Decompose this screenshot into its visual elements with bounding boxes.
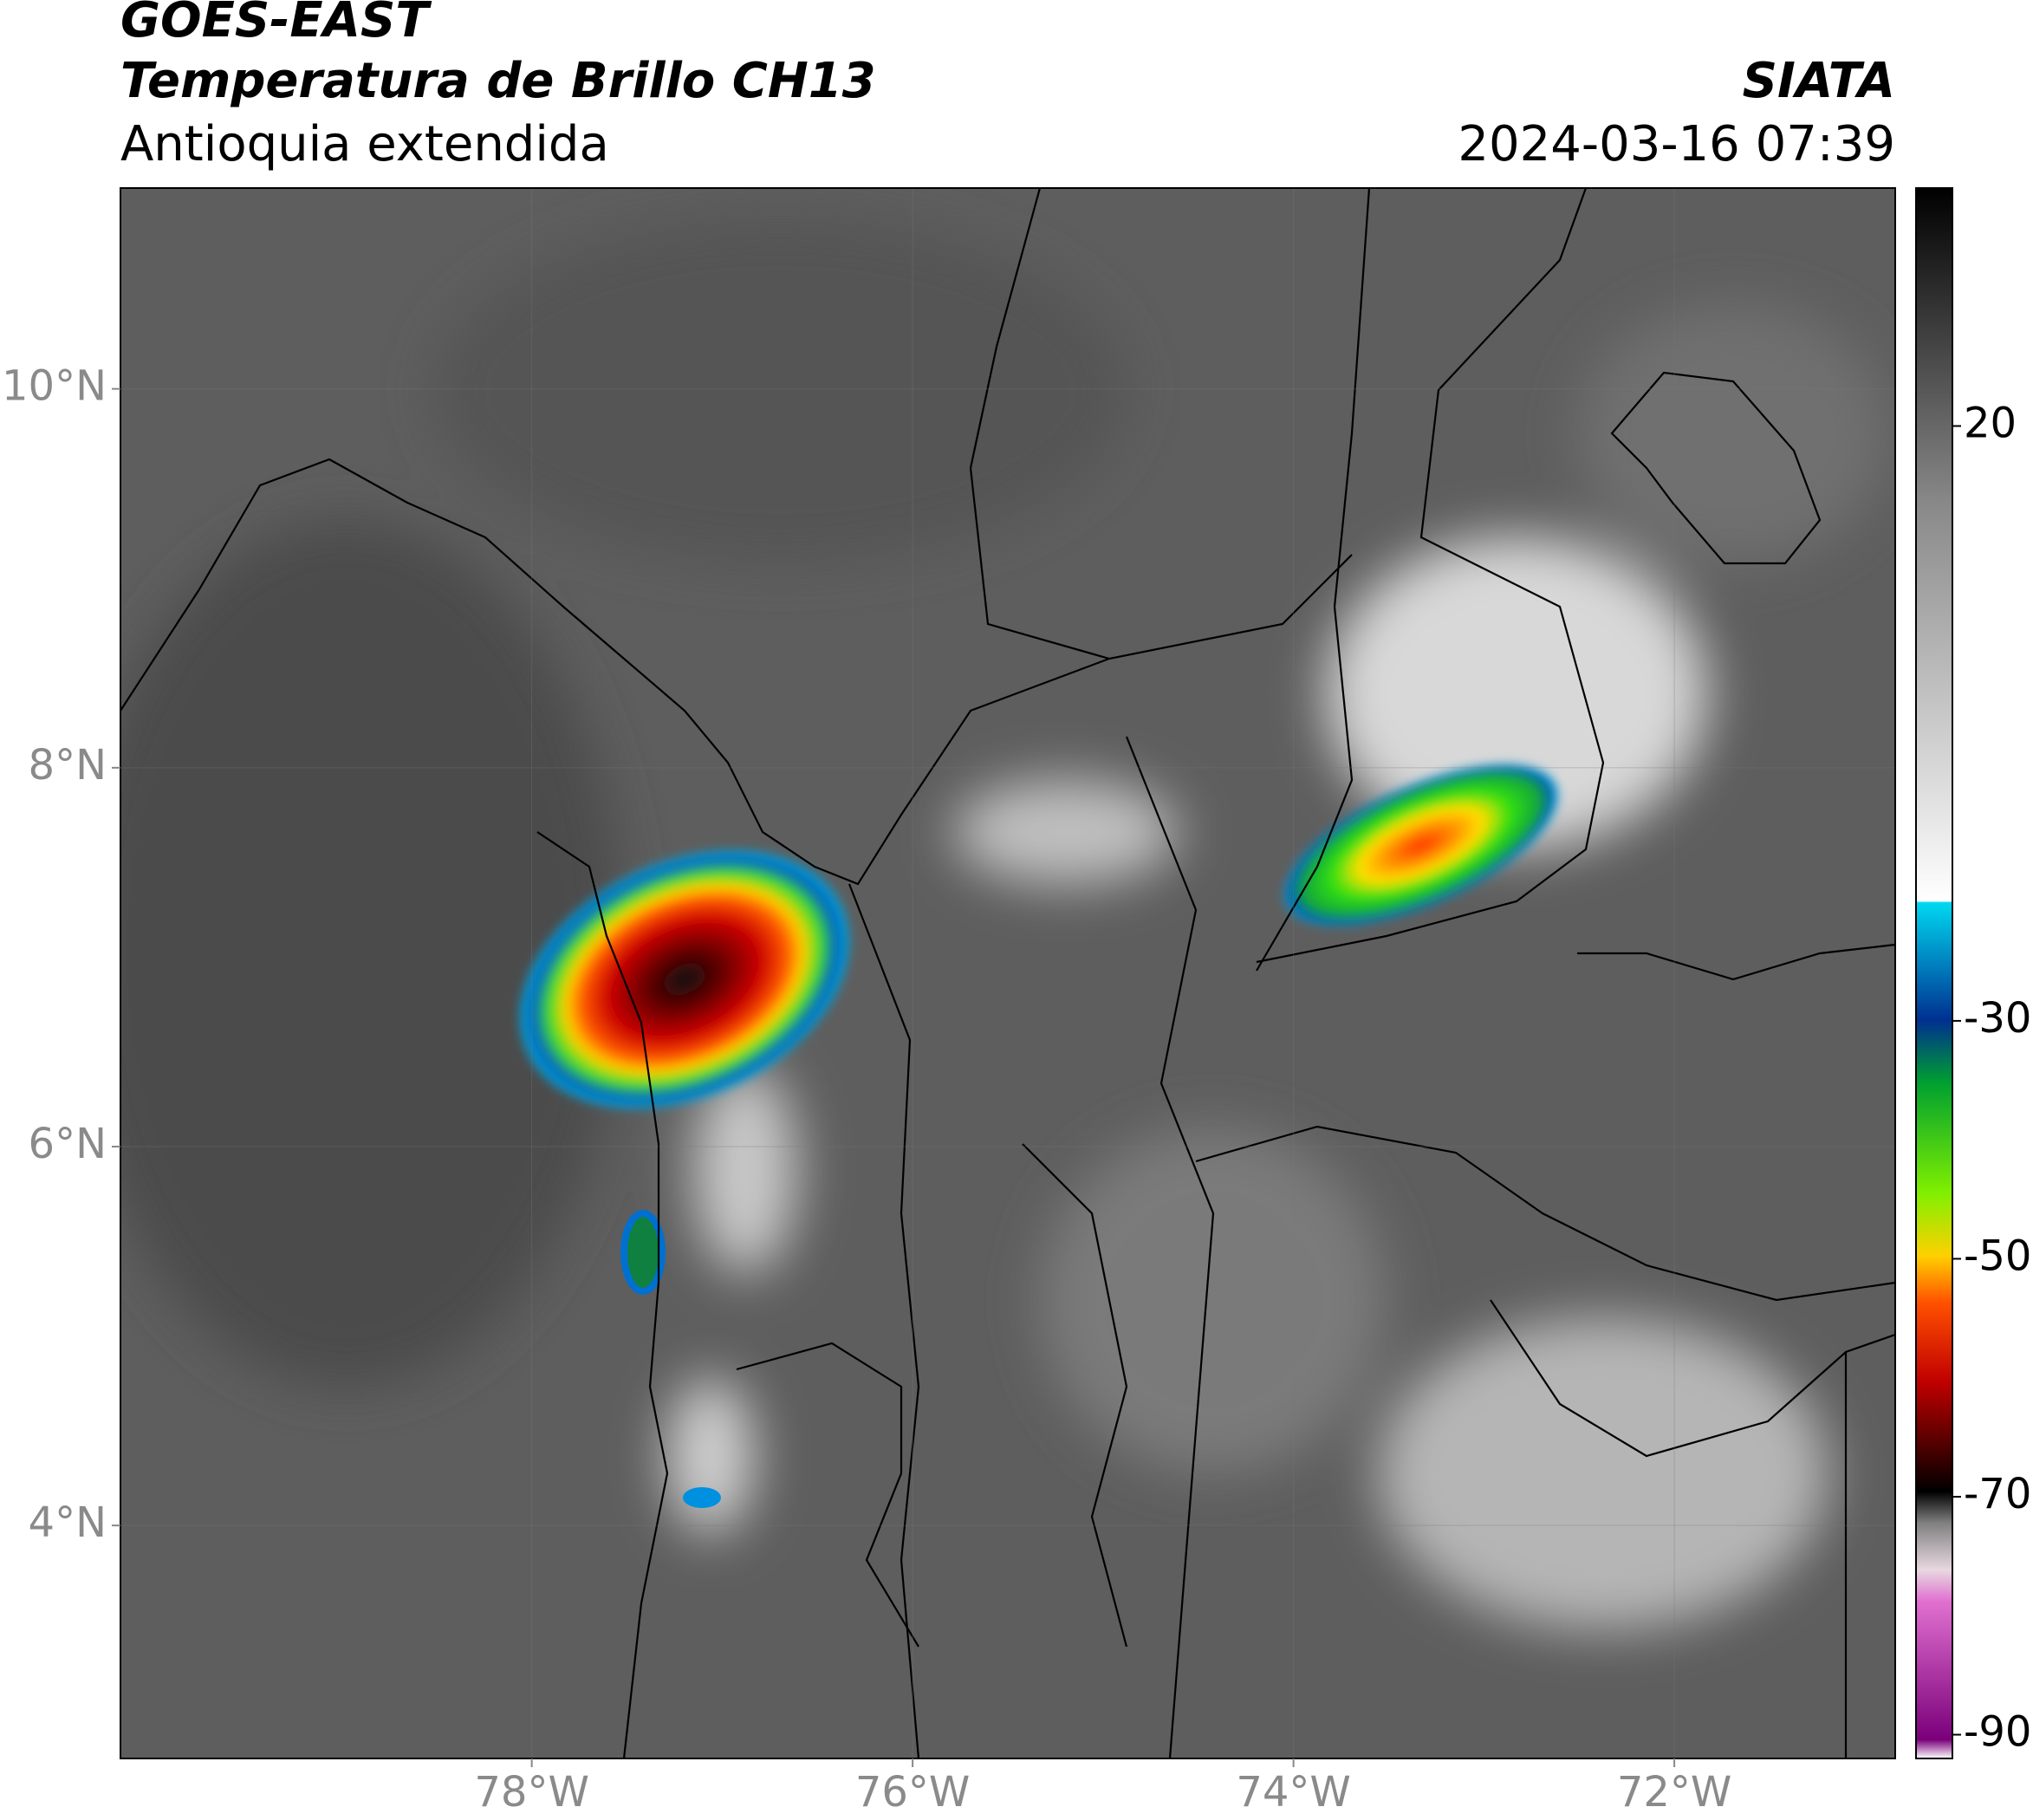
x-tick-label: 78°W	[474, 1768, 589, 1817]
datetime: 2024-03-16 07:39	[1458, 116, 1895, 172]
colorbar-tick-label: 20	[1964, 400, 2017, 448]
colorbar-tick-label: -90	[1964, 1708, 2031, 1757]
colorbar-tick-label: -30	[1964, 994, 2031, 1043]
colorbar	[1915, 187, 1953, 1759]
y-tick-label: 10°N	[2, 362, 107, 411]
colorbar-tick-label: -70	[1964, 1470, 2031, 1518]
x-tick-label: 74°W	[1236, 1768, 1351, 1817]
y-tick-label: 8°N	[29, 741, 107, 790]
y-tick-label: 4°N	[29, 1498, 107, 1547]
x-tick-label: 76°W	[855, 1768, 971, 1817]
title: GOES-EAST	[120, 0, 432, 49]
subtitle: Temperatura de Brillo CH13	[120, 53, 876, 109]
borders	[120, 188, 1895, 1758]
source: SIATA	[1743, 53, 1895, 109]
region: Antioquia extendida	[120, 116, 609, 172]
map-frame	[120, 187, 1896, 1759]
graticule	[120, 188, 1895, 1758]
y-tick-label: 6°N	[29, 1120, 107, 1168]
map-area	[120, 188, 1895, 1758]
x-tick-label: 72°W	[1617, 1768, 1732, 1817]
colorbar-tick-label: -50	[1964, 1232, 2031, 1280]
